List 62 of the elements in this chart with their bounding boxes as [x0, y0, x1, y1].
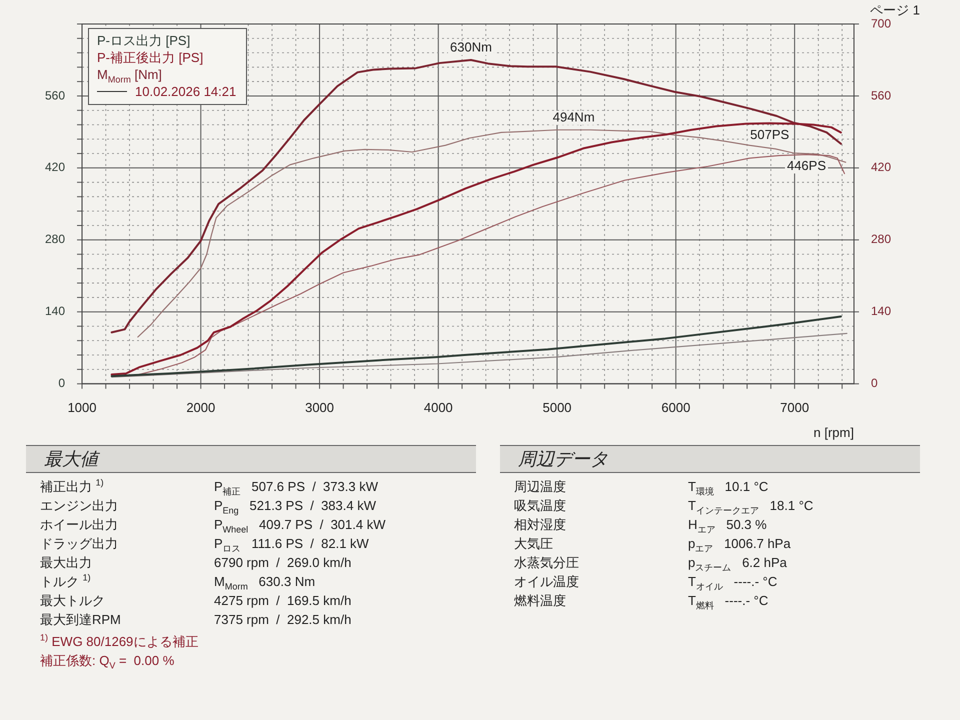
text: p$_{エア}$ 1006.7 hPa — [688, 536, 791, 554]
x-tick-label: 1000 — [68, 400, 96, 416]
text: 大気圧 — [514, 535, 554, 553]
text: T$_{オイル}$ ----.- °C — [688, 574, 778, 592]
text: P-補正後出力 [PS] — [97, 49, 204, 66]
text: 7375 rpm / 292.5 km/h — [214, 611, 352, 629]
text: トルク $^{1)}$ — [40, 572, 92, 591]
text: ホイール出力 — [40, 516, 119, 534]
x-tick-label: 4000 — [424, 400, 453, 416]
y-tick-label: 280 — [44, 232, 66, 246]
x-tick-label: 6000 — [661, 400, 690, 416]
text: 周辺データ — [500, 445, 920, 473]
text: エンジン出力 — [40, 497, 119, 515]
text: 水蒸気分圧 — [514, 554, 580, 572]
text: 6790 rpm / 269.0 km/h — [214, 554, 352, 572]
x-tick-label: 2000 — [186, 400, 216, 416]
text: ページ 1 — [870, 2, 920, 18]
annotation: 446PS — [786, 158, 826, 174]
y2-tick-label: 560 — [870, 88, 892, 102]
text: 最大値 — [26, 445, 476, 473]
text: T$_{インテークエア}$ 18.1 °C — [688, 498, 814, 516]
text: オイル温度 — [514, 573, 580, 591]
text: 補正係数: Q$_{V}$ = 0.00 % — [40, 652, 176, 671]
text: P$_{ロス}$ 111.6 PS / 82.1 kW — [214, 536, 369, 554]
text: P$_{補正}$ 507.6 PS / 373.3 kW — [214, 479, 378, 497]
y2-tick-label: 140 — [870, 304, 892, 318]
annotation: 507PS — [750, 126, 790, 142]
y2-tick-label: 420 — [870, 160, 892, 174]
text: $^{1)}$ EWG 80/1269による補正 — [40, 632, 200, 651]
x-axis-title: n [rpm] — [814, 424, 854, 440]
x-tick-label: 5000 — [542, 400, 572, 416]
text: 4275 rpm / 169.5 km/h — [214, 592, 352, 610]
text: 吸気温度 — [514, 497, 567, 515]
y-tick-label: 560 — [44, 88, 66, 102]
y2-tick-label: 700 — [870, 16, 892, 30]
y2-tick-label: 280 — [870, 232, 892, 246]
text: M$_{Morm}$ [Nm] — [97, 66, 163, 85]
text: 燃料温度 — [514, 592, 567, 610]
text: H$_{エア}$ 50.3 % — [688, 517, 767, 535]
x-tick-label: 7000 — [780, 400, 810, 416]
y-tick-label: 420 — [44, 160, 66, 174]
annotation: 630Nm — [450, 40, 492, 55]
text: M$_{Morm}$ 630.3 Nm — [214, 574, 316, 592]
text: 最大出力 — [40, 554, 93, 572]
text: 相対湿度 — [514, 516, 567, 534]
text: P$_{Wheel}$ 409.7 PS / 301.4 kW — [214, 517, 386, 535]
y-tick-label: 140 — [44, 304, 66, 318]
text: T$_{燃料}$ ----.- °C — [688, 593, 768, 611]
x-tick-label: 3000 — [305, 400, 334, 416]
y-tick-label: 0 — [58, 376, 66, 390]
text: P-ロス出力 [PS] — [97, 32, 192, 49]
text: 補正出力 $^{1)}$ — [40, 477, 105, 496]
text: 最大到達RPM — [40, 611, 122, 629]
text: P$_{Eng}$ 521.3 PS / 383.4 kW — [214, 498, 376, 516]
text: 周辺温度 — [514, 478, 567, 496]
legend-title: 10.02.2026 14:21 — [135, 83, 236, 100]
text: T$_{環境}$ 10.1 °C — [688, 479, 768, 497]
text: 最大トルク — [40, 592, 106, 610]
text: ドラッグ出力 — [40, 535, 119, 553]
annotation: 494Nm — [552, 109, 595, 124]
y2-tick-label: 0 — [870, 376, 878, 390]
text: p$_{スチーム}$ 6.2 hPa — [688, 555, 787, 573]
